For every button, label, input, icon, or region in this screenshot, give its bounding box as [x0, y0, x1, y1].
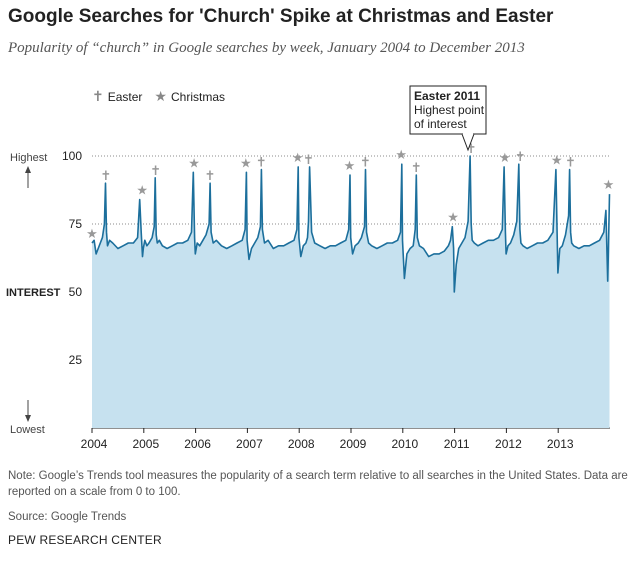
christmas-marker: ★	[551, 154, 563, 169]
x-tick-label: 2005	[132, 437, 159, 451]
christmas-marker: ★	[499, 151, 511, 166]
christmas-marker: ★	[603, 178, 615, 193]
series-line	[91, 155, 611, 293]
legend-item-christmas: ★ Christmas	[154, 88, 225, 105]
chart-subtitle: Popularity of “church” in Google searche…	[8, 40, 525, 56]
area-fill	[92, 156, 610, 428]
legend: ✝ Easter ★ Christmas	[92, 88, 237, 105]
x-tick-label: 2009	[340, 437, 367, 451]
x-tick-label: 2011	[444, 437, 470, 451]
axis-label-lowest: Lowest	[10, 424, 45, 436]
star-icon: ★	[154, 88, 167, 104]
axis-label-highest: Highest	[10, 152, 47, 164]
easter-marker: ✝	[565, 156, 576, 171]
y-tick-label: 100	[62, 149, 82, 163]
x-tick-label: 2012	[495, 437, 522, 451]
christmas-marker: ★	[86, 227, 98, 242]
y-tick-label: 75	[69, 217, 83, 231]
christmas-marker: ★	[136, 184, 148, 199]
easter-marker: ✝	[256, 156, 267, 171]
easter-marker: ✝	[101, 169, 112, 184]
christmas-marker: ★	[447, 211, 459, 226]
x-tick-label: 2010	[391, 437, 418, 451]
callout-title: Easter 2011	[414, 89, 480, 103]
christmas-marker: ★	[395, 148, 407, 163]
x-tick-label: 2013	[547, 437, 574, 451]
easter-marker: ✝	[411, 161, 422, 176]
easter-marker: ✝	[360, 156, 371, 171]
callout-line-1: Highest point	[414, 103, 485, 117]
y-tick-label: 50	[69, 285, 83, 299]
x-tick-label: 2007	[236, 437, 263, 451]
callout-box	[409, 85, 487, 135]
x-tick-label: 2006	[184, 437, 211, 451]
christmas-marker: ★	[188, 156, 200, 171]
easter-marker: ✝	[515, 150, 526, 165]
legend-label-christmas: Christmas	[170, 89, 225, 104]
easter-marker: ✝	[150, 164, 161, 179]
marker-layer: ✝ ✝ ✝✝ ✝ ✝ ✝✝✝ ✝★★★ ★ ★★★★★ ★★	[86, 142, 614, 242]
cross-icon: ✝	[92, 88, 104, 104]
down-arrowhead-icon	[25, 415, 31, 422]
x-tick-label: 2004	[81, 437, 108, 451]
legend-label-easter: Easter	[107, 89, 143, 104]
x-tick-label: 2008	[288, 437, 315, 451]
easter-marker: ✝	[303, 153, 314, 168]
easter-marker: ✝	[466, 142, 477, 157]
tick-layer: 2004 2005 2006 2007 2008 2009 2010 2011 2012 2013	[81, 428, 574, 451]
callout-line-2: of interest	[414, 117, 467, 131]
christmas-marker: ★	[240, 156, 252, 171]
callout-pointer	[461, 133, 475, 152]
chart-note: Note: Google’s Trends tool measures the …	[8, 468, 628, 500]
org-name: PEW RESEARCH CENTER	[8, 533, 162, 547]
up-arrowhead-icon	[25, 166, 31, 173]
axis-label-interest: INTEREST	[6, 287, 61, 299]
christmas-marker: ★	[344, 159, 356, 174]
christmas-marker: ★	[292, 151, 304, 166]
chart-source: Source: Google Trends	[8, 511, 127, 523]
callout: Easter 2011 Highest point of interest	[409, 85, 487, 152]
chart-title: Google Searches for 'Church' Spike at Ch…	[8, 6, 554, 27]
legend-item-easter: ✝ Easter	[92, 88, 142, 105]
easter-marker: ✝	[205, 169, 216, 184]
chart-note-line-2: reported on a scale from 0 to 100.	[8, 486, 181, 498]
y-tick-label: 25	[69, 353, 83, 367]
chart-note-line-1: Note: Google’s Trends tool measures the …	[8, 470, 628, 482]
